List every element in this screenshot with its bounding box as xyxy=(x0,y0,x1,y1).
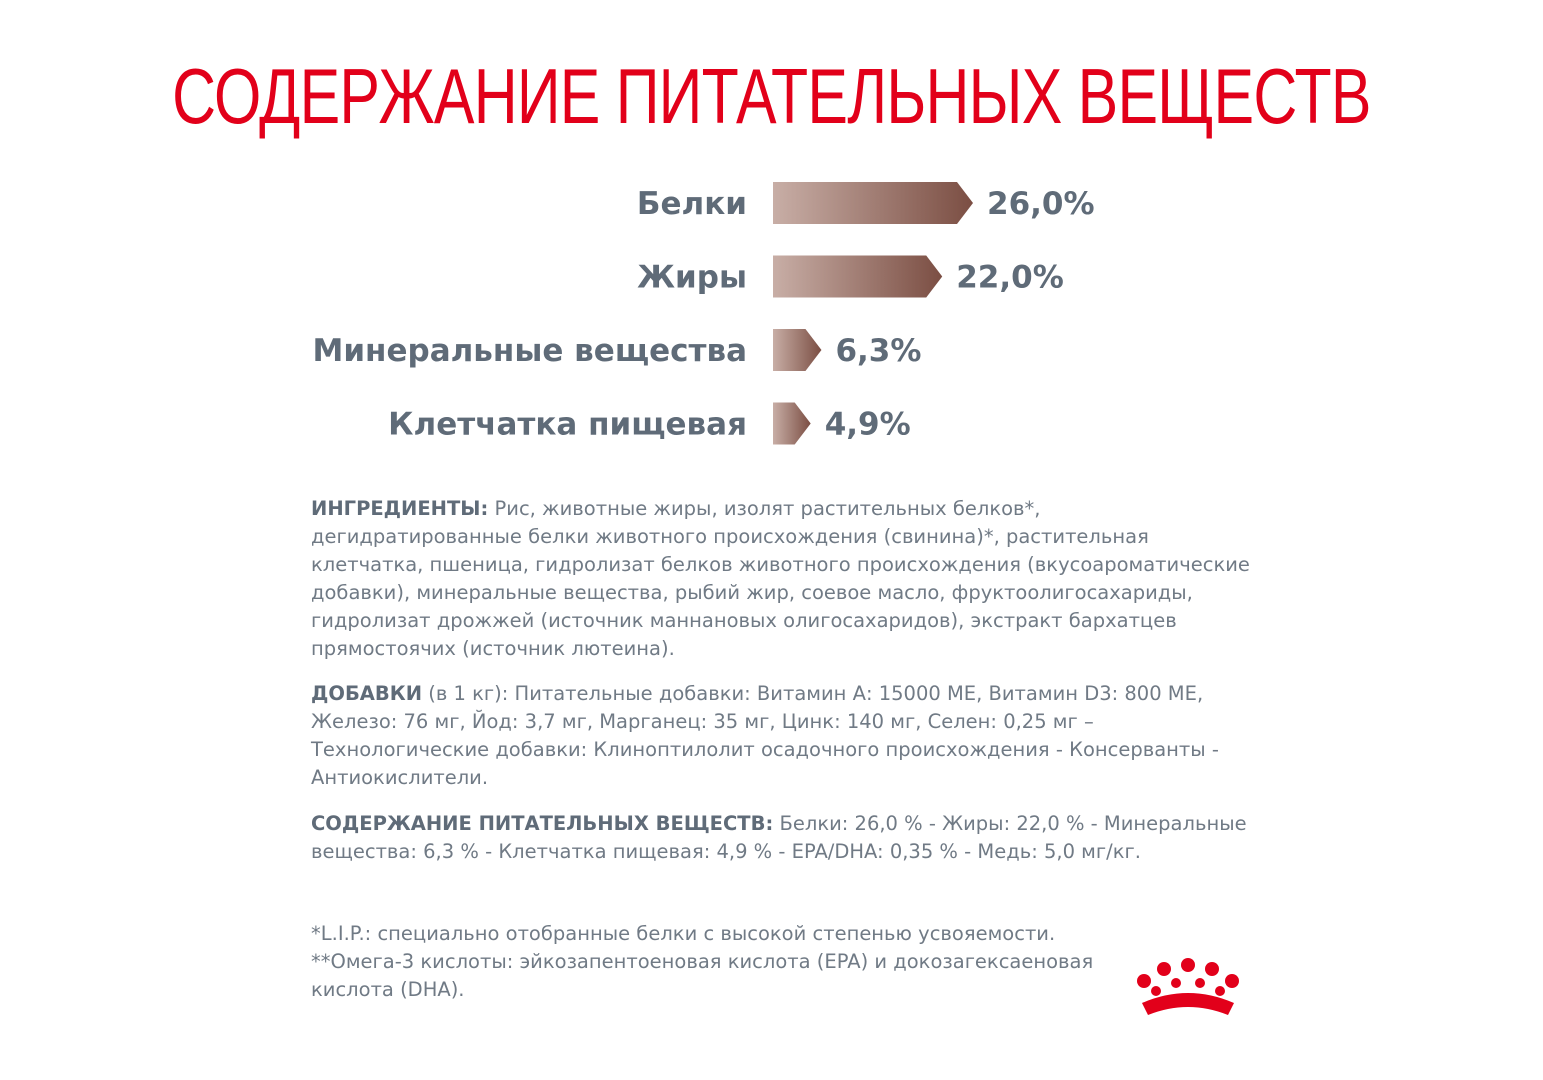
footnotes-block: *L.I.P.: специально отобранные белки с в… xyxy=(311,920,1131,1004)
category-label-3: Клетчатка пищевая xyxy=(388,407,747,443)
footnote-omega: **Омега-3 кислоты: эйкозапентоеновая кис… xyxy=(311,950,1094,1001)
value-label-1: 22,0% xyxy=(956,260,1064,296)
bar-2 xyxy=(773,329,822,371)
nutrients-label: СОДЕРЖАНИЕ ПИТАТЕЛЬНЫХ ВЕЩЕСТВ: xyxy=(311,812,774,835)
value-label-2: 6,3% xyxy=(835,333,921,369)
category-label-0: Белки xyxy=(637,186,747,222)
nutrient-bar-chart: Белки 26,0% Жиры 22,0% Минеральные вещества 6… xyxy=(312,182,1095,445)
ingredients-label: ИНГРЕДИЕНТЫ: xyxy=(311,497,489,520)
additives-text: (в 1 кг): Питательные добавки: Витамин А… xyxy=(311,682,1219,789)
bar-3 xyxy=(773,402,811,445)
category-label-1: Жиры xyxy=(637,260,747,296)
value-label-0: 26,0% xyxy=(987,186,1095,222)
nutrients-text: Белки: 26,0 % - Жиры: 22,0 % - Минеральн… xyxy=(311,812,1247,863)
nutrients-block: СОДЕРЖАНИЕ ПИТАТЕЛЬНЫХ ВЕЩЕСТВ: Белки: 2… xyxy=(311,810,1251,866)
footnote-lip: *L.I.P.: специально отобранные белки с в… xyxy=(311,922,1056,945)
category-label-2: Минеральные вещества xyxy=(312,333,747,369)
bar-1 xyxy=(773,255,943,298)
chart-rows: Белки 26,0% Жиры 22,0% Минеральные вещества 6… xyxy=(312,182,1095,445)
additives-label: ДОБАВКИ xyxy=(311,682,423,705)
value-label-3: 4,9% xyxy=(825,407,911,443)
bar-0 xyxy=(773,182,973,224)
additives-block: ДОБАВКИ (в 1 кг): Питательные добавки: В… xyxy=(311,680,1251,792)
royal-crown-icon xyxy=(1137,958,1239,1015)
ingredients-block: ИНГРЕДИЕНТЫ: Рис, животные жиры, изолят … xyxy=(311,495,1251,663)
ingredients-text: Рис, животные жиры, изолят растительных … xyxy=(311,497,1250,660)
page-title: СОДЕРЖАНИЕ ПИТАТЕЛЬНЫХ ВЕЩЕСТВ xyxy=(172,52,1371,140)
